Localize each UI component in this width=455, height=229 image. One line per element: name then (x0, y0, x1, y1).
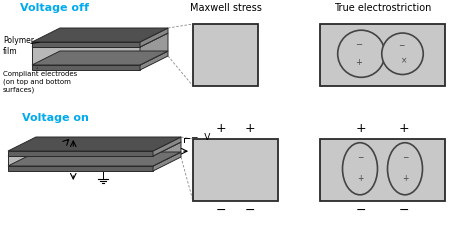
Polygon shape (140, 51, 168, 70)
Bar (193, 139, 278, 201)
Text: −: − (398, 41, 404, 50)
Polygon shape (8, 151, 153, 156)
Polygon shape (140, 33, 168, 65)
Polygon shape (8, 137, 181, 151)
Text: +: + (356, 122, 367, 135)
Ellipse shape (388, 143, 423, 195)
Polygon shape (8, 142, 181, 156)
Text: −: − (402, 153, 408, 162)
Text: +: + (357, 174, 363, 183)
Text: +: + (216, 122, 227, 135)
Polygon shape (32, 47, 140, 65)
Bar (320, 139, 445, 201)
Text: −  V: − V (191, 133, 210, 142)
Text: −: − (357, 153, 363, 162)
Polygon shape (32, 51, 168, 65)
Text: +: + (355, 57, 362, 66)
Polygon shape (8, 166, 153, 171)
Text: Polymer
film: Polymer film (3, 36, 34, 56)
Ellipse shape (343, 143, 378, 195)
Bar (320, 24, 445, 86)
Text: −: − (355, 40, 362, 49)
Text: −: − (216, 204, 226, 217)
Text: +: + (402, 174, 408, 183)
Text: −: − (356, 204, 366, 217)
Text: +: + (245, 122, 255, 135)
Text: Maxwell stress: Maxwell stress (190, 3, 262, 13)
Polygon shape (8, 152, 181, 166)
Text: True electrostriction: True electrostriction (334, 3, 431, 13)
Text: −: − (399, 204, 409, 217)
Polygon shape (153, 152, 181, 171)
Polygon shape (32, 42, 140, 47)
Text: Voltage on: Voltage on (21, 113, 88, 123)
Polygon shape (32, 65, 140, 70)
Circle shape (338, 30, 385, 77)
Polygon shape (153, 142, 181, 166)
Text: Compliant electrodes
(on top and bottom
surfaces): Compliant electrodes (on top and bottom … (3, 71, 77, 93)
Text: Voltage off: Voltage off (20, 3, 90, 13)
Polygon shape (32, 28, 168, 42)
Polygon shape (153, 137, 181, 156)
Polygon shape (8, 156, 153, 166)
Text: +: + (399, 122, 409, 135)
Polygon shape (32, 33, 168, 47)
Text: −: − (245, 204, 255, 217)
Circle shape (382, 33, 423, 74)
Polygon shape (140, 28, 168, 47)
Text: ×: × (400, 56, 407, 65)
Bar (193, 24, 258, 86)
